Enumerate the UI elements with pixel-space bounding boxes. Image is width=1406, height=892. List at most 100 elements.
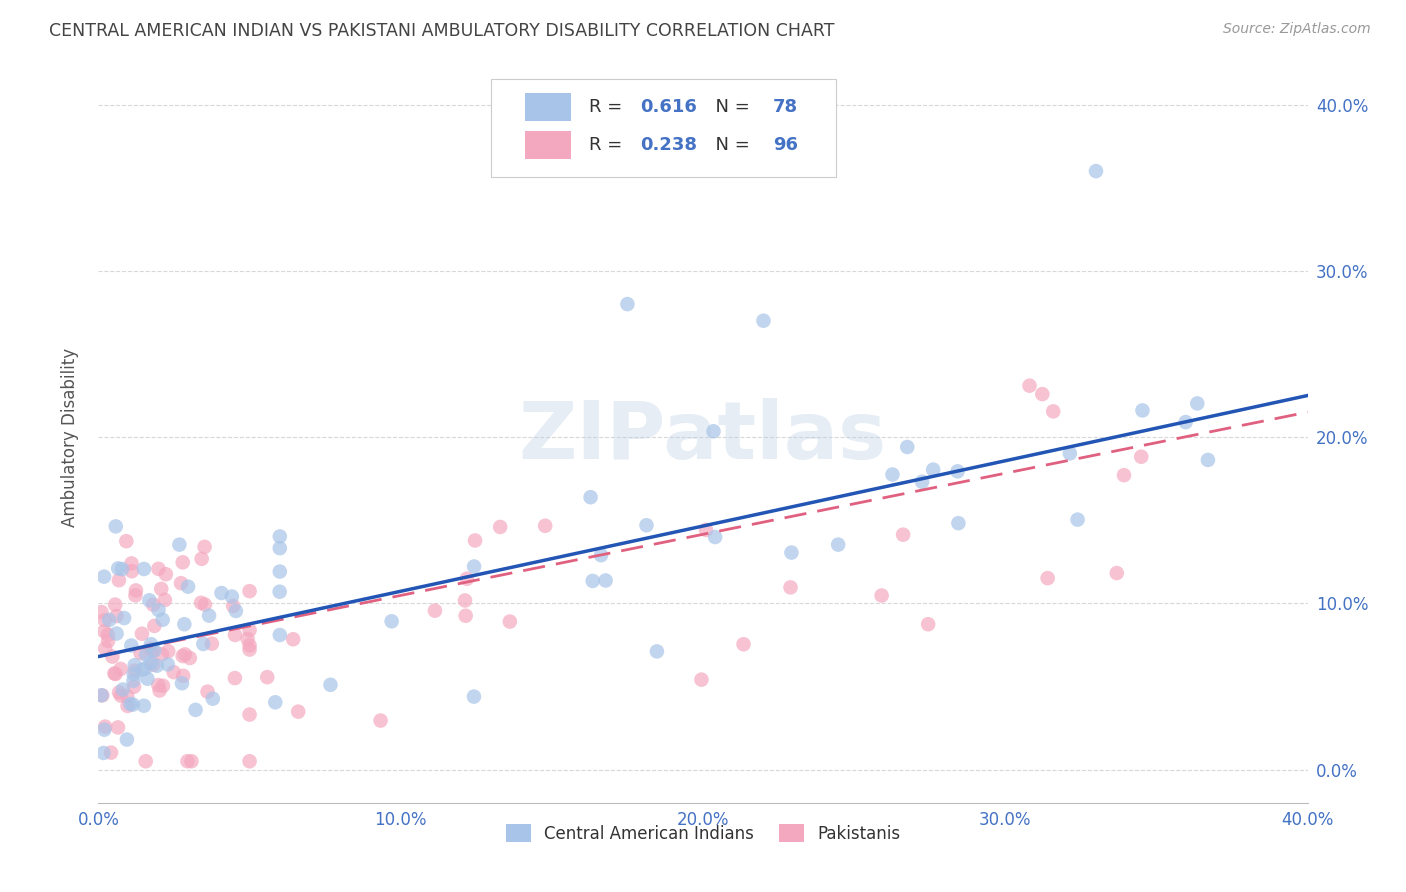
Point — [239, 584, 262, 599]
Point — [1174, 415, 1197, 429]
Point — [134, 661, 156, 675]
Point — [896, 440, 918, 454]
Point — [370, 714, 392, 728]
Text: N =: N = — [704, 136, 755, 154]
Point — [94, 720, 117, 734]
Point — [112, 611, 135, 625]
Point — [463, 690, 485, 704]
Point — [870, 589, 893, 603]
Point — [93, 613, 115, 627]
Point — [124, 664, 146, 678]
Point — [221, 590, 243, 604]
Point — [122, 673, 145, 688]
Point — [105, 609, 128, 624]
Point — [179, 651, 201, 665]
Point — [1066, 513, 1088, 527]
Point — [702, 425, 724, 439]
Point — [1112, 468, 1135, 483]
Point — [256, 670, 278, 684]
Point — [142, 598, 165, 612]
Point — [105, 626, 128, 640]
Text: R =: R = — [589, 98, 628, 116]
Point — [269, 565, 291, 579]
Point — [239, 639, 262, 653]
Point — [463, 559, 485, 574]
Text: N =: N = — [704, 98, 755, 116]
Point — [198, 608, 221, 623]
Point — [155, 567, 177, 582]
Point — [911, 475, 934, 489]
Point — [882, 467, 904, 482]
Point — [115, 689, 138, 703]
Point — [93, 624, 115, 639]
Point — [636, 518, 658, 533]
Point — [122, 667, 145, 681]
Point — [948, 516, 970, 531]
Point — [752, 314, 775, 328]
Point — [104, 598, 127, 612]
Point — [239, 623, 262, 637]
Point — [211, 586, 233, 600]
Point — [381, 615, 404, 629]
Point — [269, 541, 291, 556]
Point — [239, 754, 262, 768]
Point — [454, 608, 477, 623]
Text: Source: ZipAtlas.com: Source: ZipAtlas.com — [1223, 22, 1371, 37]
Point — [172, 648, 194, 663]
Point — [236, 632, 259, 646]
Point — [780, 545, 803, 559]
Point — [589, 548, 612, 562]
Point — [104, 519, 127, 533]
Point — [193, 637, 215, 651]
Point — [148, 678, 170, 692]
Point — [1036, 571, 1059, 585]
Point — [156, 657, 179, 672]
Point — [111, 562, 134, 576]
Point — [111, 682, 134, 697]
Point — [148, 603, 170, 617]
Point — [1042, 404, 1064, 418]
Point — [120, 697, 142, 711]
Point — [690, 673, 713, 687]
Point — [201, 637, 224, 651]
Point — [695, 523, 717, 537]
Point — [1059, 446, 1081, 460]
Point — [132, 562, 155, 576]
Point — [170, 676, 193, 690]
Point — [1187, 396, 1209, 410]
Point — [149, 683, 172, 698]
Point — [97, 634, 120, 648]
Point — [132, 698, 155, 713]
Point — [115, 534, 138, 549]
Point — [172, 555, 194, 569]
FancyBboxPatch shape — [492, 78, 837, 178]
Point — [152, 679, 174, 693]
Point — [170, 576, 193, 591]
Point — [122, 680, 145, 694]
Point — [93, 723, 115, 737]
Point — [153, 593, 176, 607]
Point — [582, 574, 605, 588]
Point — [115, 732, 138, 747]
Point — [139, 637, 162, 651]
Point — [138, 593, 160, 607]
Point — [108, 685, 131, 699]
Point — [827, 538, 849, 552]
Point — [139, 641, 162, 656]
Point — [91, 689, 114, 703]
Point — [90, 605, 112, 619]
Point — [98, 613, 121, 627]
Point — [225, 604, 247, 618]
Point — [534, 518, 557, 533]
Point — [281, 632, 304, 647]
Point — [172, 669, 194, 683]
Point — [169, 538, 191, 552]
Point — [1130, 450, 1153, 464]
Point — [1031, 387, 1053, 401]
Point — [579, 490, 602, 504]
Point — [239, 642, 262, 657]
Point — [129, 646, 152, 660]
Point — [197, 684, 219, 698]
Point — [194, 540, 217, 554]
Point — [177, 580, 200, 594]
